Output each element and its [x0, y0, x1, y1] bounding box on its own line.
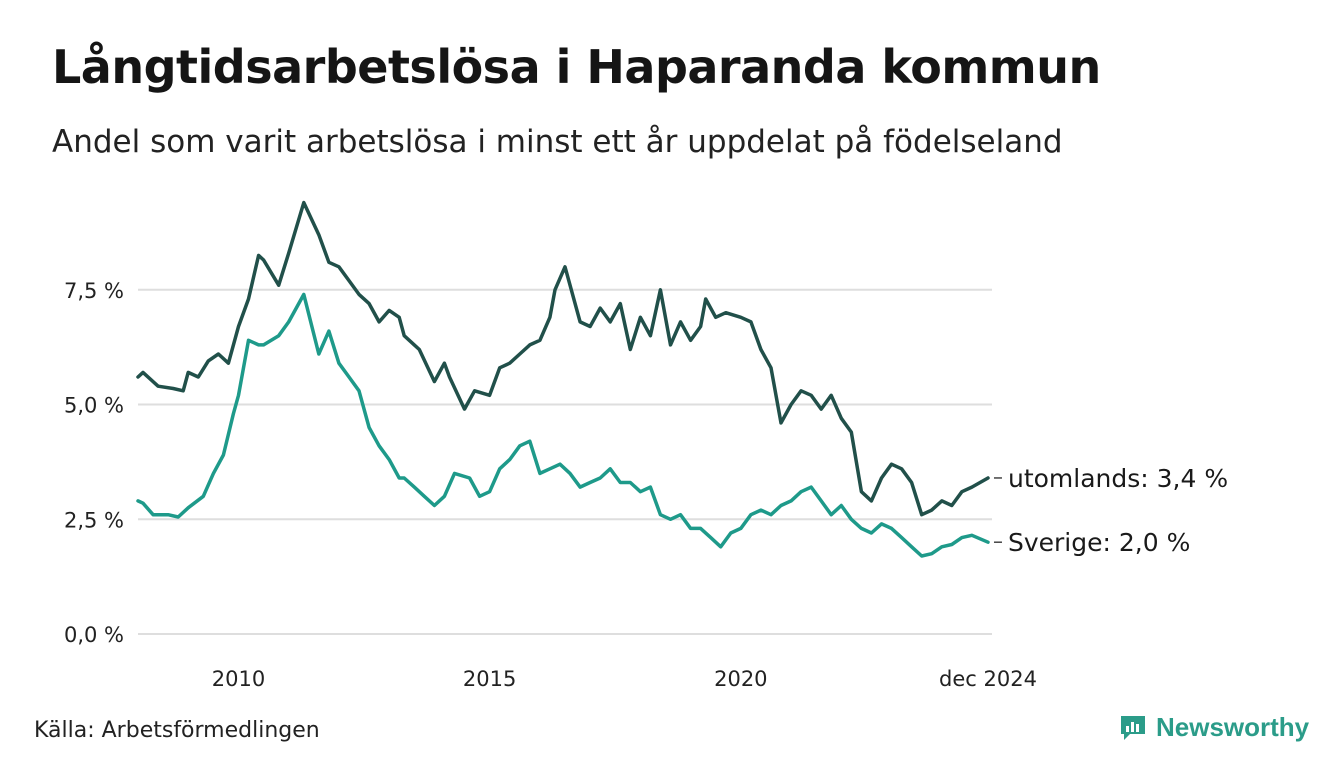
- chart-title: Långtidsarbetslösa i Haparanda kommun: [52, 40, 1101, 94]
- series-end-label: utomlands: 3,4 %: [1008, 464, 1228, 493]
- x-tick-label: 2015: [463, 667, 516, 691]
- series-line-sverige: [136, 292, 990, 558]
- y-tick-label: 5,0 %: [64, 394, 124, 418]
- y-tick-label: 2,5 %: [64, 508, 124, 532]
- series-line-utomlands: [136, 200, 990, 517]
- y-tick-label: 0,0 %: [64, 623, 124, 647]
- brand-name: Newsworthy: [1156, 712, 1310, 742]
- series-end-label: Sverige: 2,0 %: [1008, 528, 1190, 557]
- x-tick-label: 2010: [212, 667, 265, 691]
- chart-subtitle: Andel som varit arbetslösa i minst ett å…: [52, 124, 1063, 160]
- newsworthy-chart-icon: [1121, 715, 1145, 740]
- x-tick-label: 2020: [714, 667, 767, 691]
- y-tick-label: 7,5 %: [64, 279, 124, 303]
- source-note: Källa: Arbetsförmedlingen: [34, 718, 320, 743]
- x-tick-label: dec 2024: [939, 667, 1037, 691]
- brand-logo[interactable]: Newsworthy: [1118, 712, 1309, 743]
